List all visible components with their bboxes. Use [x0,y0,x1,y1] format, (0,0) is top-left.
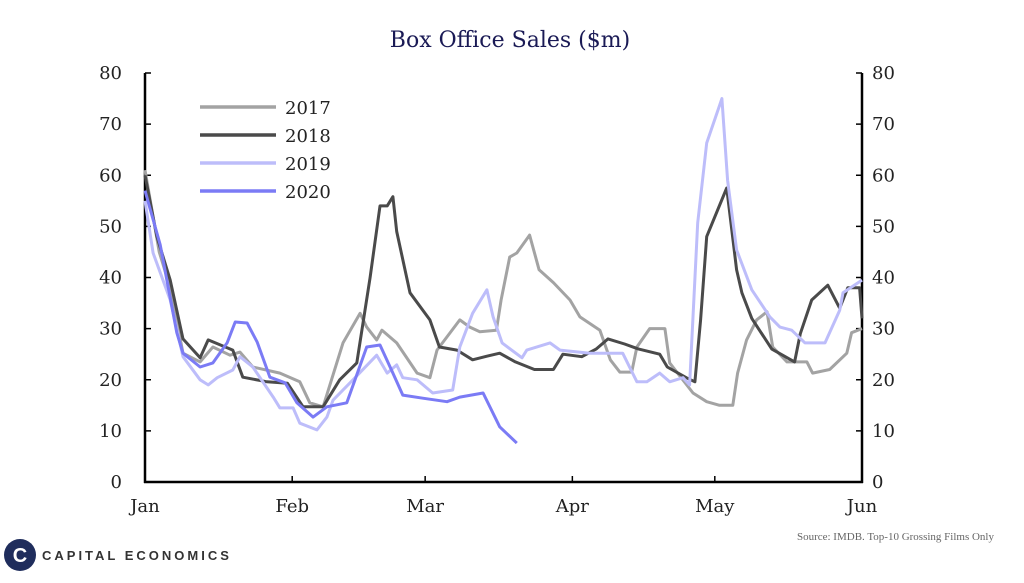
y-tick-label-right: 20 [872,370,895,391]
series-line-2017 [143,169,863,409]
x-tick-label: Mar [406,496,444,517]
y-tick-label-left: 80 [99,63,122,84]
y-tick-label-left: 60 [99,165,122,186]
x-tick-label: Jun [845,496,878,517]
y-tick-label-right: 10 [872,421,895,442]
y-tick-label-left: 70 [99,114,122,135]
source-note: Source: IMDB. Top-10 Grossing Films Only [797,531,995,543]
x-tick-label: Apr [555,496,590,517]
logo-circle-icon [4,539,36,571]
x-tick-label: May [695,496,735,517]
x-tick-label: Feb [275,496,309,517]
y-tick-label-left: 30 [99,319,122,340]
legend-label: 2018 [285,126,331,147]
legend-label: 2017 [285,98,331,119]
y-tick-label-left: 10 [99,421,122,442]
y-tick-label-right: 0 [872,472,883,493]
y-tick-label-right: 30 [872,319,895,340]
legend: 2017 2018 2019 2020 [200,98,331,203]
logo-letter: C [13,545,27,567]
legend-label: 2020 [285,182,331,203]
legend-label: 2019 [285,154,331,175]
y-tick-label-right: 60 [872,165,895,186]
y-tick-label-right: 80 [872,63,895,84]
logo-text: CAPITAL ECONOMICS [42,548,232,563]
y-tick-label-left: 20 [99,370,122,391]
y-tick-label-right: 40 [872,268,895,289]
series-line-2020 [143,190,518,445]
y-tick-label-left: 50 [99,216,122,237]
y-tick-label-left: 40 [99,268,122,289]
series-line-2019 [143,97,863,432]
y-tick-label-right: 70 [872,114,895,135]
chart-title: Box Office Sales ($m) [390,28,630,53]
x-tick-label: Jan [128,496,160,517]
y-tick-label-right: 50 [872,216,895,237]
capital-economics-logo: C CAPITAL ECONOMICS [4,539,232,571]
y-tick-label-left: 0 [111,472,122,493]
